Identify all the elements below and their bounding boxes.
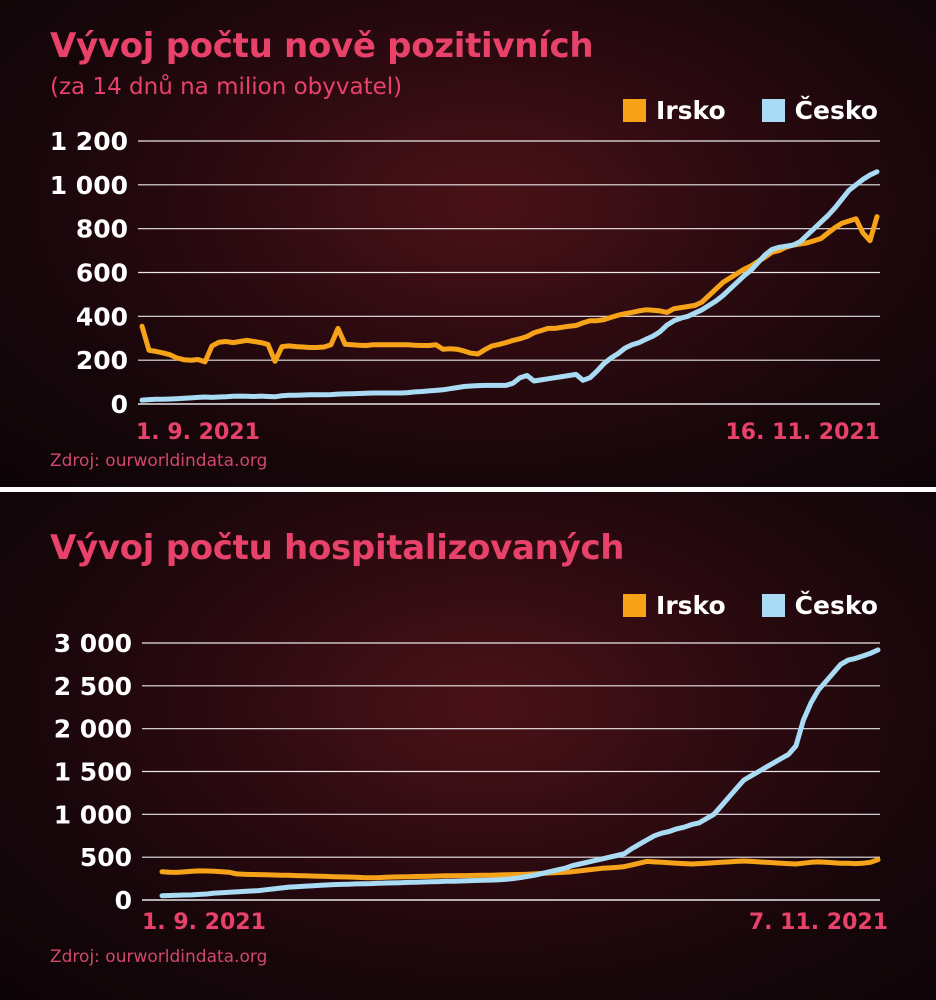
source-note: Zdroj: ourworldindata.org xyxy=(50,947,268,967)
legend-item-irsko: Irsko xyxy=(623,591,726,620)
legend-item-irsko: Irsko xyxy=(623,96,726,125)
y-tick-label: 2 500 xyxy=(54,672,132,701)
legend-label-cesko: Česko xyxy=(794,591,878,620)
legend-item-cesko: Česko xyxy=(761,591,878,620)
legend-swatch-irsko xyxy=(623,99,647,122)
y-tick-label: 600 xyxy=(76,259,128,288)
chart-title: Vývoj počtu hospitalizovaných xyxy=(50,528,625,568)
y-tick-label: 1 500 xyxy=(54,758,132,787)
chart-legend: Irsko Česko xyxy=(623,96,878,125)
series-line-cesko xyxy=(139,169,880,403)
y-tick-label: 0 xyxy=(115,886,132,915)
source-note: Zdroj: ourworldindata.org xyxy=(50,451,268,471)
chart-panel-hospitalized: 0 500 1 000 1 500 2 000 2 500 3 000 Vývoj počt… xyxy=(0,492,936,1000)
chart-subtitle: (za 14 dnů na milion obyvatel) xyxy=(50,74,403,100)
y-tick-label: 500 xyxy=(80,843,132,872)
y-tick-label: 3 000 xyxy=(54,629,132,658)
legend-label-irsko: Irsko xyxy=(656,591,726,620)
x-axis-end-label: 7. 11. 2021 xyxy=(748,910,888,935)
series-line-irsko xyxy=(159,857,881,881)
y-tick-label: 1 000 xyxy=(50,171,128,200)
chart-panel-cases: 0 200 400 600 800 1 000 1 200 Vývoj počtu nově… xyxy=(0,0,936,487)
chart-cases-plot: 0 200 400 600 800 1 000 1 200 xyxy=(50,127,880,419)
legend-label-irsko: Irsko xyxy=(656,96,726,125)
legend-label-cesko: Česko xyxy=(794,96,878,125)
y-tick-label: 1 000 xyxy=(54,800,132,829)
y-tick-label: 400 xyxy=(76,302,128,331)
chart-hospitalized-plot: 0 500 1 000 1 500 2 000 2 500 3 000 xyxy=(54,629,881,915)
legend-swatch-cesko xyxy=(761,99,785,122)
y-tick-label: 200 xyxy=(76,346,128,375)
y-tick-label: 1 200 xyxy=(50,127,128,156)
y-tick-label: 2 000 xyxy=(54,715,132,744)
legend-swatch-irsko xyxy=(623,594,647,617)
series-line-irsko xyxy=(139,214,880,365)
chart-title: Vývoj počtu nově pozitivních xyxy=(50,26,594,66)
y-tick-label: 0 xyxy=(111,390,128,419)
y-tick-label: 800 xyxy=(76,215,128,244)
legend-item-cesko: Česko xyxy=(761,96,878,125)
x-axis-start-label: 1. 9. 2021 xyxy=(136,420,260,445)
chart-legend: Irsko Česko xyxy=(623,591,878,620)
series-line-cesko xyxy=(159,647,881,899)
x-axis-end-label: 16. 11. 2021 xyxy=(725,420,881,445)
legend-swatch-cesko xyxy=(761,594,785,617)
x-axis-start-label: 1. 9. 2021 xyxy=(142,910,266,935)
